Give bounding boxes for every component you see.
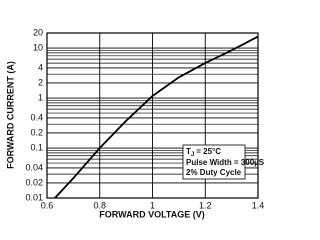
annotation-part: T (186, 147, 191, 156)
x-tick-label: 0.8 (93, 200, 106, 210)
data-line (54, 35, 259, 199)
x-tick-label: 1.4 (252, 200, 265, 210)
plot-frame (46, 32, 259, 199)
y-tick-label: 10 (33, 42, 43, 52)
y-tick-label: 2 (38, 77, 43, 87)
y-tick-label: 0.1 (30, 142, 43, 152)
y-tick-label: 20 (33, 27, 43, 37)
y-tick-label: 0.2 (30, 127, 43, 137)
y-tick-label: 0.02 (25, 177, 43, 187)
y-tick-label: 1 (38, 92, 43, 102)
x-axis-label: FORWARD VOLTAGE (V) (99, 209, 205, 219)
x-tick-label: 0.6 (41, 200, 54, 210)
annotation-temp: TJ = 25°C (186, 147, 221, 157)
annotation-part: = 25°C (196, 147, 221, 156)
y-axis-label: FORWARD CURRENT (A) (5, 61, 15, 169)
y-tick-label: 4 (38, 62, 43, 72)
annotation-line: Pulse Width = 300µS (186, 158, 265, 167)
annotation-part: J (191, 152, 194, 158)
y-tick-label: 0.4 (30, 112, 43, 122)
x-tick-label: 1 (150, 200, 155, 210)
y-tick-label: 0.04 (25, 162, 43, 172)
x-tick-label: 1.2 (199, 200, 212, 210)
annotation-line: 2% Duty Cycle (186, 168, 242, 177)
y-tick-label: 0.01 (25, 192, 43, 202)
chart: FORWARD VOLTAGE (V) FORWARD CURRENT (A) … (5, 27, 265, 219)
annotation-box (182, 144, 246, 180)
